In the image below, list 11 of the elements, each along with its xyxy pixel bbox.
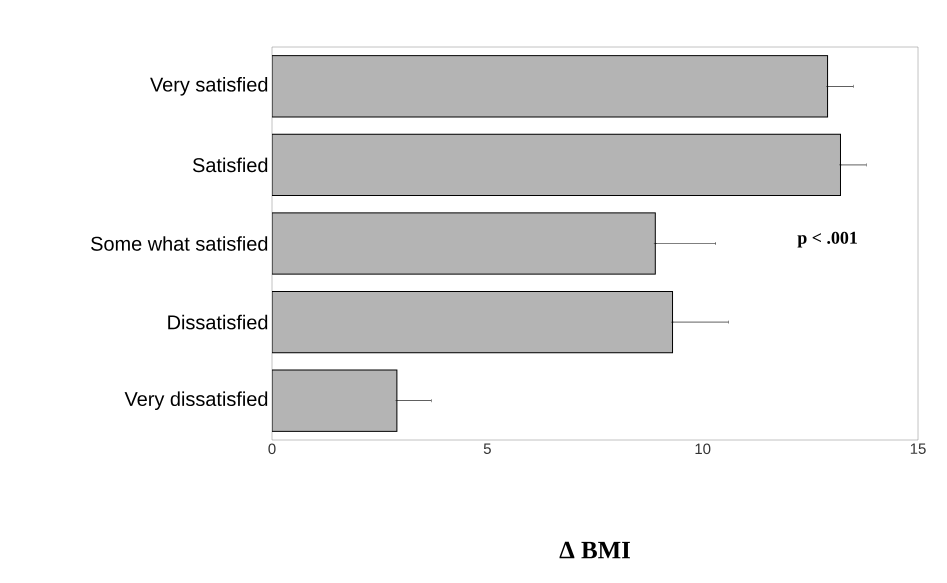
- x-axis-title: Δ BMI: [560, 542, 630, 558]
- x-tick-label: 0: [268, 444, 276, 454]
- annotation: p < .001: [798, 232, 857, 248]
- y-tick-label: Satisfied: [192, 158, 268, 172]
- x-tick-label: 15: [910, 444, 926, 454]
- y-tick-label: Very satisfied: [150, 77, 268, 96]
- y-tick-label: Very dissatisfied: [124, 391, 268, 410]
- x-tick-label: 10: [696, 444, 710, 454]
- y-tick-label: Some what satisfied: [91, 236, 268, 251]
- y-tick-label: Dissatisfied: [168, 314, 268, 330]
- x-tick-label: 5: [484, 444, 491, 454]
